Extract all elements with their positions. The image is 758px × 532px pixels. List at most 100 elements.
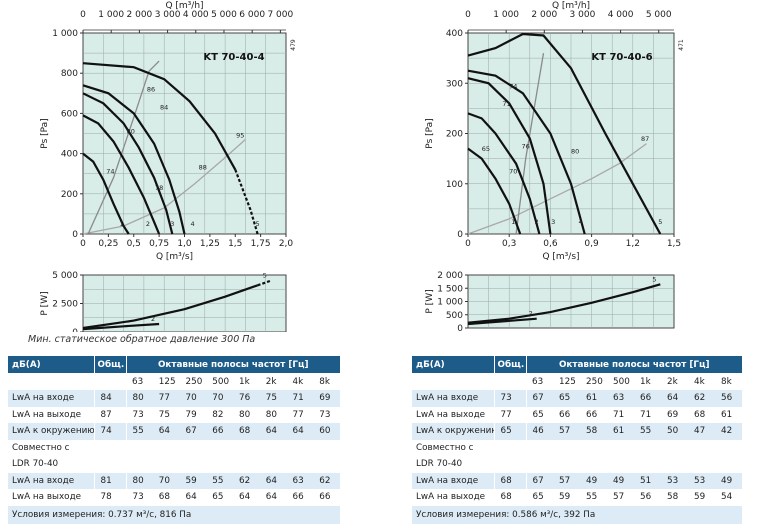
curve-label-80: 80 — [127, 128, 135, 136]
top-tick-label: 7 000 — [267, 10, 293, 20]
y-axis-label: P [W] — [40, 291, 50, 315]
band-row: 63 125 250 500 1k 2k 4k 8k — [412, 373, 742, 390]
curve-label-2: 2 — [151, 315, 155, 323]
y-tick-label: 800 — [61, 69, 78, 79]
band-label: 63 — [132, 376, 144, 387]
y-tick-label: 200 — [446, 130, 463, 140]
top-tick-label: 3 000 — [570, 10, 596, 20]
fan-curve-5 — [82, 284, 258, 330]
side-label: 471 — [678, 39, 685, 51]
curve-label-4: 4 — [579, 218, 583, 226]
total-header: Общ. — [93, 356, 127, 373]
top-tick-label: 1 000 — [493, 10, 519, 20]
x-tick-label: 1,5 — [667, 239, 681, 249]
y-axis-label: Ps [Pa] — [40, 118, 50, 148]
fan-curve-3 — [467, 77, 552, 235]
chart-0 — [80, 29, 287, 237]
top-tick-label: 0 — [465, 10, 471, 20]
band-label: 1k — [640, 376, 651, 387]
table-row: LwA к окружению 74 55 64 67 66 68 64 64 … — [8, 423, 340, 440]
x-tick-label: 2,0 — [279, 239, 294, 249]
y-tick-label: 400 — [446, 29, 463, 39]
band-row: 63 125 250 500 1k 2k 4k 8k — [8, 373, 340, 390]
band-label: 125 — [559, 376, 576, 387]
x-axis-label: Q [m³/s] — [156, 252, 193, 262]
curve-label-71: 71 — [502, 100, 510, 108]
top-tick-label: 4 000 — [608, 10, 634, 20]
band-label: 8k — [721, 376, 732, 387]
top-tick-label: 2 000 — [531, 10, 557, 20]
chart-title: KT 70-40-4 — [203, 52, 264, 63]
x-tick-label: 0,5 — [127, 239, 141, 249]
fan-curve-2 — [467, 317, 537, 326]
y-tick-label: 2 000 — [437, 271, 463, 281]
measurement-conditions: Условия измерения: 0.737 м³/c, 816 Па — [8, 505, 340, 524]
curve-label-2: 2 — [529, 310, 533, 318]
curve-label-1: 1 — [119, 220, 123, 228]
curve-label-74: 74 — [509, 82, 517, 90]
curve-label-84: 84 — [160, 103, 168, 111]
x-tick-label: 0,9 — [584, 239, 599, 249]
octave-bands-header: Октавные полосы частот [Гц] — [126, 356, 340, 373]
curve-label-5: 5 — [652, 275, 656, 283]
curve-label-3: 3 — [551, 218, 555, 226]
top-tick-label: 2 000 — [127, 10, 153, 20]
band-label: 2k — [667, 376, 678, 387]
band-label: 8k — [319, 376, 330, 387]
fan-curve-5-dashed — [257, 279, 272, 287]
db-label: дБ(A) — [412, 356, 494, 373]
curve-label-1: 1 — [511, 218, 515, 226]
x-tick-label: 0 — [80, 239, 86, 249]
efficiency-curve-76 — [515, 52, 545, 235]
y-tick-label: 0 — [72, 328, 78, 332]
y-tick-label: 1 000 — [52, 29, 78, 39]
table-row: LwA на выходе 78 73 68 64 65 64 64 66 66 — [8, 489, 340, 506]
band-label: 500 — [212, 376, 230, 387]
curve-label-95: 95 — [236, 132, 244, 140]
curve-label-88: 88 — [199, 164, 207, 172]
y-tick-label: 1 500 — [437, 284, 463, 294]
y-tick-label: 1 000 — [437, 298, 463, 308]
section-row: LDR 70-40 — [412, 456, 742, 473]
table-row: LwA к окружению 65 46 57 58 61 55 50 47 … — [412, 423, 742, 440]
efficiency-curve-89 — [87, 60, 160, 235]
x-tick-label: 0,3 — [502, 239, 516, 249]
table-row: LwA на выходе 77 65 66 66 71 71 69 68 61 — [412, 406, 742, 423]
y-tick-label: 500 — [446, 311, 463, 321]
y-tick-label: 200 — [61, 190, 78, 200]
fan-curve-4 — [82, 84, 186, 235]
curve-label-5: 5 — [263, 272, 267, 280]
table-row: LwA на выходе 68 65 59 55 57 56 58 59 54 — [412, 489, 742, 506]
y-tick-label: 600 — [61, 109, 78, 119]
top-tick-label: 1 000 — [98, 10, 124, 20]
curve-label-4: 4 — [191, 220, 195, 228]
table-row: LwA на выходе 87 73 75 79 82 80 80 77 73 — [8, 406, 340, 423]
x-tick-label: 1,75 — [251, 239, 271, 249]
top-tick-label: 4 000 — [183, 10, 209, 20]
band-label: 250 — [586, 376, 603, 387]
section-row: Совместно с — [412, 439, 742, 456]
fan-curve-1 — [467, 147, 522, 235]
curve-label-2: 2 — [146, 220, 150, 228]
fan-curve-2 — [467, 112, 541, 235]
table-header-row: дБ(A) Общ. Октавные полосы частот [Гц] — [8, 356, 340, 373]
chart-3 — [465, 274, 675, 329]
y-tick-label: 100 — [446, 180, 463, 190]
band-label: 250 — [185, 376, 203, 387]
curve-label-80: 80 — [571, 148, 579, 156]
curve-label-74: 74 — [106, 168, 114, 176]
fan-curve-5 — [82, 62, 237, 171]
top-tick-label: 0 — [80, 10, 86, 20]
section-row: LDR 70-40 — [8, 456, 340, 473]
table-row: LwA на входе 73 67 65 61 63 66 64 62 56 — [412, 390, 742, 407]
x-tick-label: 0,25 — [98, 239, 118, 249]
top-tick-label: 5 000 — [211, 10, 237, 20]
top-axis-label: Q [m³/h] — [165, 1, 203, 11]
fan-curve-3 — [82, 92, 174, 235]
top-tick-label: 5 000 — [646, 10, 672, 20]
curve-label-65: 65 — [482, 145, 490, 153]
db-label: дБ(A) — [8, 356, 94, 373]
fan-curve-5 — [467, 32, 662, 235]
curve-label-70: 70 — [509, 168, 517, 176]
